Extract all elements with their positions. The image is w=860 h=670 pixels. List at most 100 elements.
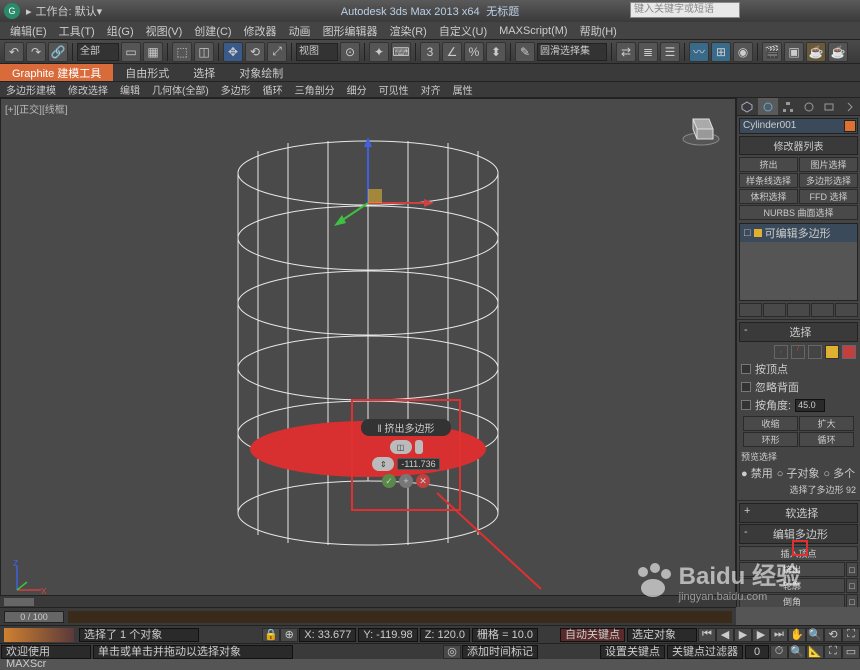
move-gizmo[interactable] — [334, 137, 434, 226]
window-crossing-button[interactable]: ◫ — [194, 42, 214, 62]
chk-ignore-back[interactable] — [741, 382, 751, 392]
schematic-button[interactable]: ⊞ — [711, 42, 731, 62]
ribbon-tab-paint[interactable]: 对象绘制 — [227, 64, 295, 81]
goto-start-button[interactable]: ⏮ — [698, 628, 716, 642]
key-selset[interactable]: 选定对象 — [627, 628, 697, 642]
viewcube[interactable] — [679, 107, 723, 151]
nav-zoom2-button[interactable]: 🔍 — [788, 645, 806, 659]
coord-z[interactable]: Z: 120.0 — [420, 628, 470, 642]
tab-display[interactable] — [819, 98, 840, 115]
time-slider[interactable]: 0 / 100 — [0, 607, 736, 625]
next-frame-button[interactable]: ▶ — [752, 628, 770, 642]
spinner-snap-button[interactable]: ⬍ — [486, 42, 506, 62]
workspace-dropdown-icon[interactable]: ▾ — [97, 5, 103, 18]
curve-editor-button[interactable]: 〰 — [689, 42, 709, 62]
redo-button[interactable]: ↷ — [26, 42, 46, 62]
frame-number[interactable]: 0 — [745, 645, 769, 659]
btn-ring[interactable]: 环形 — [743, 432, 798, 447]
modifier-stack[interactable]: □ 可编辑多边形 — [739, 223, 858, 301]
tab-utilities[interactable] — [840, 98, 860, 115]
angle-value[interactable]: 45.0 — [795, 399, 825, 412]
pivot-button[interactable]: ⊙ — [340, 42, 360, 62]
select-button[interactable]: ▭ — [121, 42, 141, 62]
material-button[interactable]: ◉ — [733, 42, 753, 62]
btn-bevel-settings[interactable]: □ — [846, 594, 858, 607]
btn-nurbs-select[interactable]: NURBS 曲面选择 — [739, 205, 858, 220]
caddy-apply-button[interactable]: + — [399, 474, 413, 488]
preview-multi[interactable]: ○ 多个 — [823, 465, 855, 481]
prev-frame-button[interactable]: ◀ — [716, 628, 734, 642]
angle-snap-button[interactable]: ∠ — [442, 42, 462, 62]
rotate-button[interactable]: ⟲ — [245, 42, 265, 62]
selection-filter[interactable]: 全部 — [77, 43, 119, 61]
sub-tri[interactable]: 三角剖分 — [289, 82, 341, 97]
sub-polymodel[interactable]: 多边形建模 — [0, 82, 62, 97]
layers-button[interactable]: ☰ — [660, 42, 680, 62]
config-button[interactable] — [835, 303, 858, 317]
ref-coord[interactable]: 视图 — [296, 43, 338, 61]
btn-outline[interactable]: 轮廓 — [739, 578, 845, 593]
ribbon-tab-freeform[interactable]: 自由形式 — [113, 64, 181, 81]
app-logo[interactable]: G — [4, 3, 20, 19]
subobj-edge[interactable]: / — [791, 345, 805, 359]
trackbar[interactable] — [4, 628, 74, 642]
goto-end-button[interactable]: ⏭ — [770, 628, 788, 642]
mod-editable-poly[interactable]: □ 可编辑多边形 — [740, 224, 857, 242]
remove-mod-button[interactable] — [811, 303, 834, 317]
modifier-list-dropdown[interactable]: 修改器列表 — [739, 136, 858, 155]
sub-edit[interactable]: 编辑 — [114, 82, 146, 97]
viewport-label[interactable]: [+][正交][线框] — [5, 101, 68, 116]
viewport[interactable]: [+][正交][线框] — [0, 98, 736, 607]
named-sel-set[interactable]: 圆滑选择集 — [537, 43, 607, 61]
menu-help[interactable]: 帮助(H) — [574, 23, 623, 39]
render-setup-button[interactable]: 🎬 — [762, 42, 782, 62]
chk-by-vertex[interactable] — [741, 364, 751, 374]
caddy-ok-button[interactable]: ✓ — [382, 474, 396, 488]
btn-poly-select[interactable]: 多边形选择 — [799, 173, 858, 188]
align-button[interactable]: ≣ — [638, 42, 658, 62]
menu-render[interactable]: 渲染(R) — [384, 23, 433, 39]
menu-edit[interactable]: 编辑(E) — [4, 23, 53, 39]
isolate-button[interactable]: ◎ — [443, 645, 461, 659]
menu-graph[interactable]: 图形编辑器 — [317, 23, 384, 39]
nav-orbit-button[interactable]: ⟲ — [824, 628, 842, 642]
btn-spline-select[interactable]: 样条线选择 — [739, 173, 798, 188]
sub-modsel[interactable]: 修改选择 — [62, 82, 114, 97]
nav-zoom-button[interactable]: 🔍 — [806, 628, 824, 642]
snap-button[interactable]: 3 — [420, 42, 440, 62]
abs-rel-button[interactable]: ⊕ — [280, 628, 298, 642]
viewport-scrollbar[interactable] — [0, 595, 736, 607]
subobj-vertex[interactable]: · — [774, 345, 788, 359]
tab-motion[interactable] — [799, 98, 820, 115]
lock-selection-button[interactable]: 🔒 — [262, 628, 280, 642]
render-prod-button[interactable]: ☕ — [828, 42, 848, 62]
mirror-button[interactable]: ⇄ — [616, 42, 636, 62]
nav-pan-button[interactable]: ✋ — [788, 628, 806, 642]
named-sel-button[interactable]: ✎ — [515, 42, 535, 62]
caddy-cancel-button[interactable]: ✕ — [416, 474, 430, 488]
sub-loop[interactable]: 循环 — [257, 82, 289, 97]
chk-by-angle[interactable] — [741, 400, 751, 410]
caddy-height-button[interactable]: ⇕ — [372, 457, 394, 471]
tab-hierarchy[interactable] — [778, 98, 799, 115]
time-config-button[interactable]: ⏱ — [770, 645, 788, 659]
btn-loop[interactable]: 循环 — [799, 432, 854, 447]
manip-button[interactable]: ✦ — [369, 42, 389, 62]
mod-expand-icon[interactable]: □ — [744, 227, 751, 239]
keyfilter-button[interactable]: 关键点过滤器 — [667, 645, 743, 659]
nav-region-button[interactable]: ⛶ — [824, 645, 842, 659]
maxscript-listener[interactable]: 欢迎使用 MAXScr — [1, 645, 91, 659]
pin-stack-button[interactable] — [739, 303, 762, 317]
move-button[interactable]: ✥ — [223, 42, 243, 62]
caddy-type-spinner[interactable] — [415, 440, 423, 454]
caddy-type-button[interactable]: ◫ — [390, 440, 412, 454]
tab-create[interactable] — [737, 98, 758, 115]
tab-modify[interactable] — [758, 98, 779, 115]
time-track[interactable] — [68, 611, 732, 623]
autokey-button[interactable]: 自动关键点 — [560, 628, 625, 642]
sub-vis[interactable]: 可见性 — [373, 82, 415, 97]
rollout-soft-sel[interactable]: +软选择 — [739, 503, 858, 523]
setkey-button[interactable]: 设置关键点 — [600, 645, 665, 659]
select-rect-button[interactable]: ⬚ — [172, 42, 192, 62]
btn-ffd-select[interactable]: FFD 选择 — [799, 189, 858, 204]
